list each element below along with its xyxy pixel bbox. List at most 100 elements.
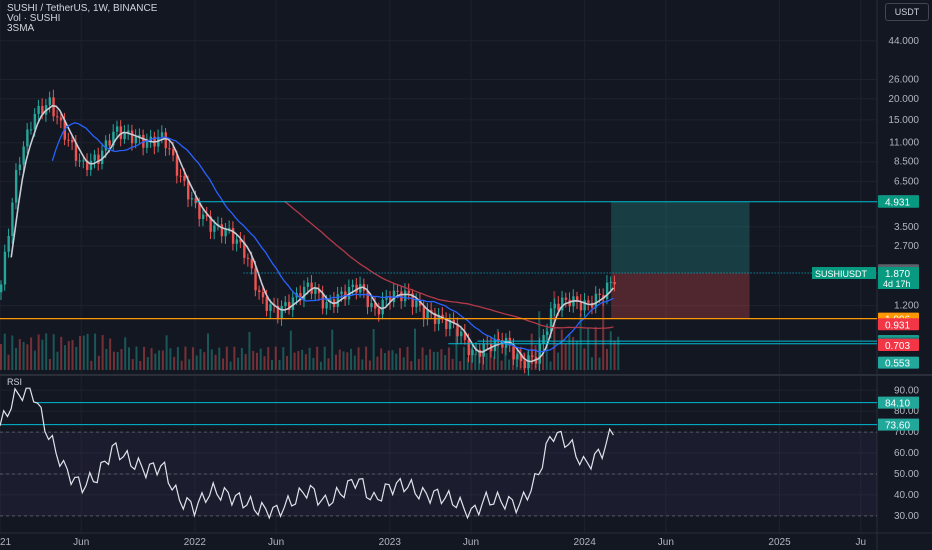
- volume-bar: [199, 348, 202, 370]
- volume-bar: [184, 346, 187, 370]
- candle-body: [366, 290, 369, 308]
- candle-body: [426, 309, 429, 320]
- volume-bar: [240, 347, 243, 370]
- candle-body: [276, 305, 280, 319]
- candle-body: [497, 338, 500, 341]
- volume-bar: [229, 361, 232, 370]
- volume-bar: [545, 327, 548, 370]
- candle-body: [52, 97, 55, 117]
- candle-body: [59, 117, 63, 121]
- candle-body: [97, 154, 100, 165]
- volume-bar: [86, 333, 89, 370]
- volume-bar: [274, 346, 277, 370]
- candle-body: [74, 142, 78, 161]
- currency-button[interactable]: USDT: [885, 3, 929, 21]
- volume-bar: [609, 331, 612, 370]
- volume-bar: [112, 351, 115, 370]
- volume-bar: [248, 331, 251, 370]
- volume-bar: [75, 346, 78, 370]
- volume-bar: [500, 360, 503, 370]
- volume-bar: [225, 346, 228, 370]
- volume-bar: [301, 349, 304, 370]
- price-badge-label: 0.931: [885, 320, 910, 331]
- candle-body: [411, 293, 414, 308]
- candle-body: [415, 300, 418, 308]
- current-price-badge: [878, 267, 919, 290]
- volume-bar: [56, 351, 59, 370]
- candle-body: [201, 214, 205, 220]
- volume-label[interactable]: Vol · SUSHI: [7, 13, 61, 24]
- volume-bar: [575, 340, 578, 370]
- candle-body: [280, 306, 283, 319]
- sma-label[interactable]: 3SMA: [7, 23, 35, 34]
- volume-bar: [52, 334, 55, 370]
- volume-bar: [169, 348, 172, 370]
- candle-body: [33, 113, 37, 130]
- candle-body: [209, 216, 212, 232]
- volume-bar: [195, 355, 198, 370]
- volume-bar: [368, 360, 371, 370]
- candle-body: [553, 303, 556, 309]
- volume-bar: [579, 313, 582, 370]
- volume-bar: [244, 354, 247, 370]
- price-tick-label: 15.000: [888, 115, 919, 126]
- volume-bar: [45, 333, 48, 370]
- price-badge: [878, 318, 919, 331]
- rsi-badge-label: 73.60: [885, 421, 910, 432]
- volume-bar: [466, 357, 469, 370]
- candle-body: [321, 293, 325, 309]
- candle-body: [246, 257, 250, 259]
- volume-bar: [602, 299, 605, 370]
- candle-body: [325, 302, 328, 309]
- volume-bar: [380, 348, 383, 370]
- candle-body: [160, 132, 164, 137]
- candle-body: [392, 290, 396, 303]
- candle-body: [516, 353, 519, 360]
- time-tick-label: Jun: [268, 537, 284, 548]
- volume-bar: [267, 347, 270, 370]
- volume-bar: [316, 346, 319, 370]
- volume-bar: [365, 346, 368, 370]
- volume-bar: [455, 328, 458, 370]
- candle-body: [437, 314, 441, 324]
- candle-body: [605, 282, 609, 300]
- volume-bar: [406, 346, 409, 370]
- volume-bar: [429, 349, 432, 370]
- candle-body: [37, 106, 40, 114]
- volume-bar: [37, 334, 40, 370]
- candle-body: [258, 290, 261, 293]
- rsi-tick-label: 70.00: [894, 427, 919, 438]
- candle-body: [108, 140, 111, 146]
- volume-bar: [312, 357, 315, 370]
- volume-bar: [218, 347, 221, 370]
- candle-body: [288, 302, 291, 310]
- rsi-label[interactable]: RSI: [7, 377, 23, 387]
- candle-body: [3, 251, 7, 285]
- rsi-tick-label: 40.00: [894, 490, 919, 501]
- candle-body: [235, 239, 239, 244]
- symbol-title[interactable]: SUSHI / TetherUS, 1W, BINANCE: [7, 3, 158, 14]
- volume-bar: [33, 350, 36, 370]
- price-tick-label: 26.000: [888, 74, 919, 85]
- volume-bar: [440, 349, 443, 370]
- volume-bar: [7, 354, 10, 370]
- time-tick-label: 2021: [0, 537, 12, 548]
- rsi-line: [0, 387, 614, 520]
- volume-bar: [308, 347, 311, 370]
- time-tick-label: 2022: [184, 537, 207, 548]
- time-tick-label: 2024: [574, 537, 597, 548]
- candle-body: [430, 309, 433, 313]
- candle-body: [396, 290, 399, 292]
- rsi-tick-label: 50.00: [894, 469, 919, 480]
- rsi-badge: [878, 396, 919, 409]
- price-tick-label: 44.000: [888, 36, 919, 47]
- candle-body: [78, 160, 81, 162]
- volume-bar: [613, 340, 616, 370]
- time-tick-label: Ju: [855, 537, 866, 548]
- candle-body: [284, 302, 287, 307]
- volume-bar: [214, 354, 217, 370]
- volume-bar: [617, 336, 620, 370]
- volume-bar: [237, 357, 240, 370]
- candle-body: [149, 136, 153, 142]
